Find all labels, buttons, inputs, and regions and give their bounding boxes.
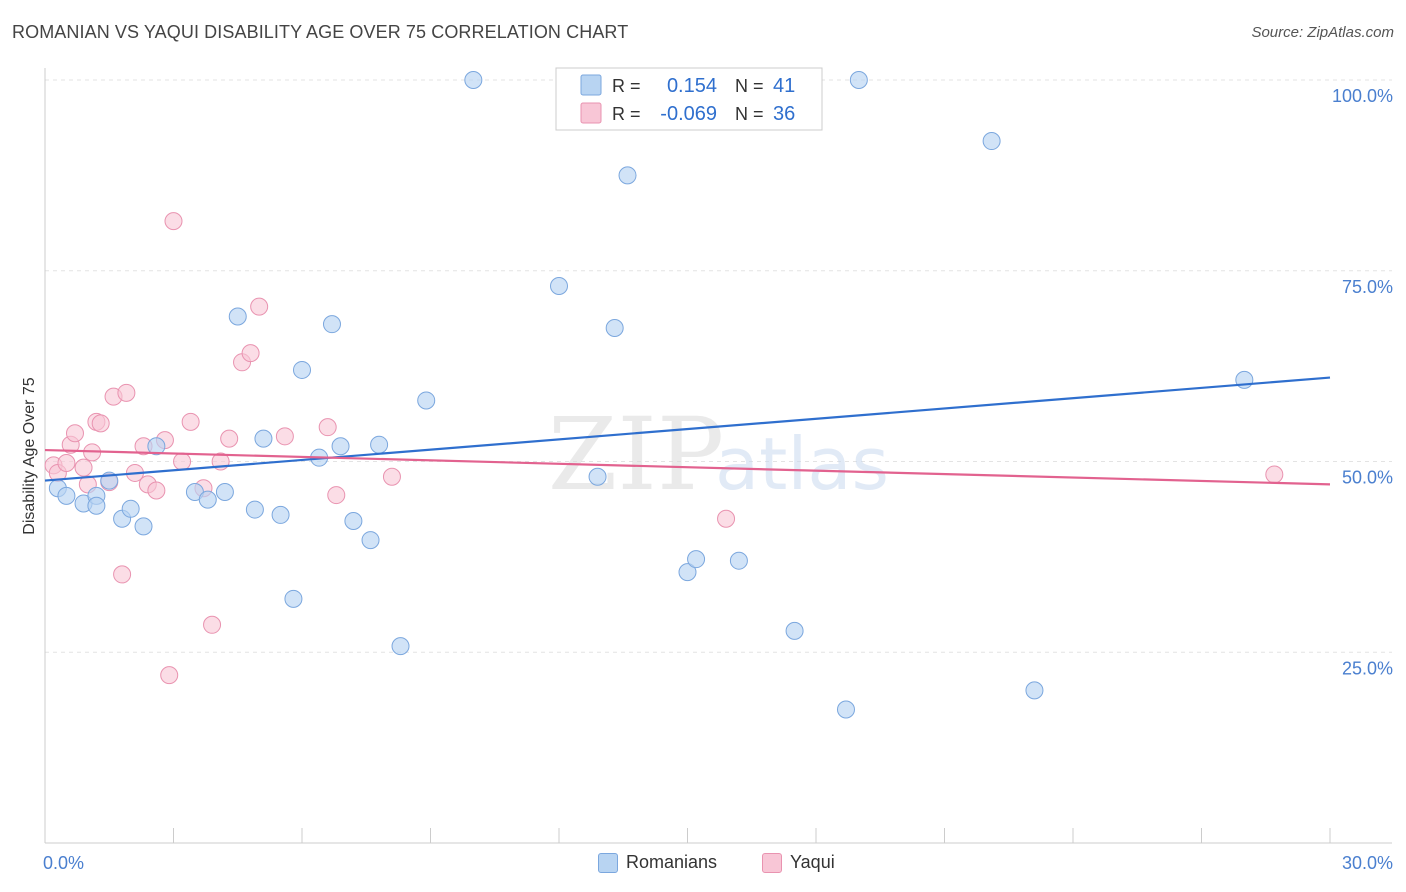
romanians-point: [134, 517, 153, 536]
legend-item-romanians: Romanians: [598, 852, 717, 873]
romanians-point: [331, 437, 350, 456]
axes: [44, 68, 1392, 844]
tick-labels: 100.0% 75.0% 50.0% 25.0% 0.0% 30.0%: [43, 86, 1393, 873]
romanians-point: [370, 435, 389, 454]
romanians-point: [87, 496, 106, 515]
romanians-point: [785, 621, 804, 640]
yaqui-point: [173, 452, 192, 471]
romanians-points: [48, 71, 1254, 719]
yaqui-point: [250, 297, 269, 316]
yaqui-point: [220, 429, 239, 448]
yaqui-point: [241, 344, 260, 363]
yaqui-point: [57, 454, 76, 473]
romanians-point: [57, 486, 76, 505]
romanians-point: [254, 429, 273, 448]
romanians-point: [198, 490, 217, 509]
romanians-point: [849, 71, 868, 89]
legend-romanians-n-label: N =: [735, 76, 764, 96]
romanians-trend-line: [44, 376, 1331, 482]
yaqui-point: [717, 509, 736, 528]
yaqui-point: [113, 565, 132, 584]
romanians-point: [982, 132, 1001, 151]
yaqui-point: [382, 467, 401, 486]
series-legend: Romanians Yaqui: [0, 852, 1406, 876]
watermark-zip: ZIP: [548, 396, 724, 513]
legend-yaqui-r-label: R =: [612, 104, 641, 124]
watermark-atlas: atlas: [715, 422, 889, 506]
legend-yaqui-swatch: [580, 102, 602, 124]
romanians-point: [215, 483, 234, 502]
romanians-point: [417, 391, 436, 410]
yaqui-point: [91, 414, 110, 433]
romanians-swatch: [598, 852, 618, 873]
romanians-point: [687, 550, 706, 569]
yaqui-point: [65, 424, 84, 443]
yaqui-point: [318, 418, 337, 437]
legend-item-yaqui: Yaqui: [762, 852, 835, 873]
yaqui-points: [44, 212, 1284, 685]
y-tick-label: 25.0%: [1342, 658, 1393, 678]
yaqui-point: [203, 615, 222, 634]
romanians-point: [729, 551, 748, 570]
legend-yaqui-n-label: N =: [735, 104, 764, 124]
legend-label-yaqui: Yaqui: [790, 852, 835, 872]
romanians-point: [391, 637, 410, 656]
romanians-point: [271, 505, 290, 524]
romanians-point: [284, 589, 303, 608]
trend-lines: [44, 376, 1331, 486]
romanians-point: [121, 499, 140, 518]
x-tick-label: 30.0%: [1342, 853, 1393, 873]
legend-label-romanians: Romanians: [626, 852, 718, 872]
romanians-point: [322, 315, 341, 334]
romanians-point: [605, 318, 624, 337]
chart-title: ROMANIAN VS YAQUI DISABILITY AGE OVER 75…: [12, 22, 629, 42]
romanians-point: [836, 700, 855, 719]
source-label: Source: ZipAtlas.com: [1251, 24, 1394, 41]
romanians-point: [361, 531, 380, 550]
correlation-legend: R = 0.154 N = 41 R = -0.069 N = 36: [555, 67, 823, 131]
legend-romanians-r-label: R =: [612, 76, 641, 96]
legend-romanians-swatch: [580, 74, 602, 96]
romanians-point: [228, 307, 247, 326]
romanians-point: [678, 563, 697, 582]
romanians-point: [344, 512, 363, 531]
romanians-point: [618, 166, 637, 185]
romanians-point: [147, 437, 166, 456]
yaqui-point: [275, 427, 294, 446]
y-tick-label: 100.0%: [1332, 86, 1393, 106]
yaqui-point: [181, 412, 200, 431]
yaqui-point: [147, 481, 166, 500]
x-tick-label: 0.0%: [43, 853, 84, 873]
yaqui-point: [164, 212, 183, 231]
y-axis-label: Disability Age Over 75: [21, 377, 38, 535]
yaqui-point: [117, 383, 136, 402]
legend-yaqui-n-value: 36: [773, 103, 795, 125]
yaqui-point: [74, 458, 93, 477]
y-tick-label: 75.0%: [1342, 277, 1393, 297]
y-tick-label: 50.0%: [1342, 468, 1393, 488]
yaqui-swatch: [762, 852, 782, 873]
yaqui-trend-line: [44, 448, 1331, 486]
yaqui-point: [160, 666, 179, 685]
romanians-point: [293, 360, 311, 379]
romanians-point: [245, 500, 264, 519]
legend-yaqui-r-value: -0.069: [660, 103, 717, 125]
romanians-point: [1025, 681, 1044, 700]
yaqui-point: [327, 486, 346, 505]
romanians-point: [464, 71, 483, 89]
yaqui-point: [1265, 465, 1284, 484]
romanians-point: [550, 277, 568, 296]
legend-romanians-n-value: 41: [773, 75, 795, 97]
romanians-point: [588, 467, 607, 486]
legend-romanians-r-value: 0.154: [667, 75, 717, 97]
